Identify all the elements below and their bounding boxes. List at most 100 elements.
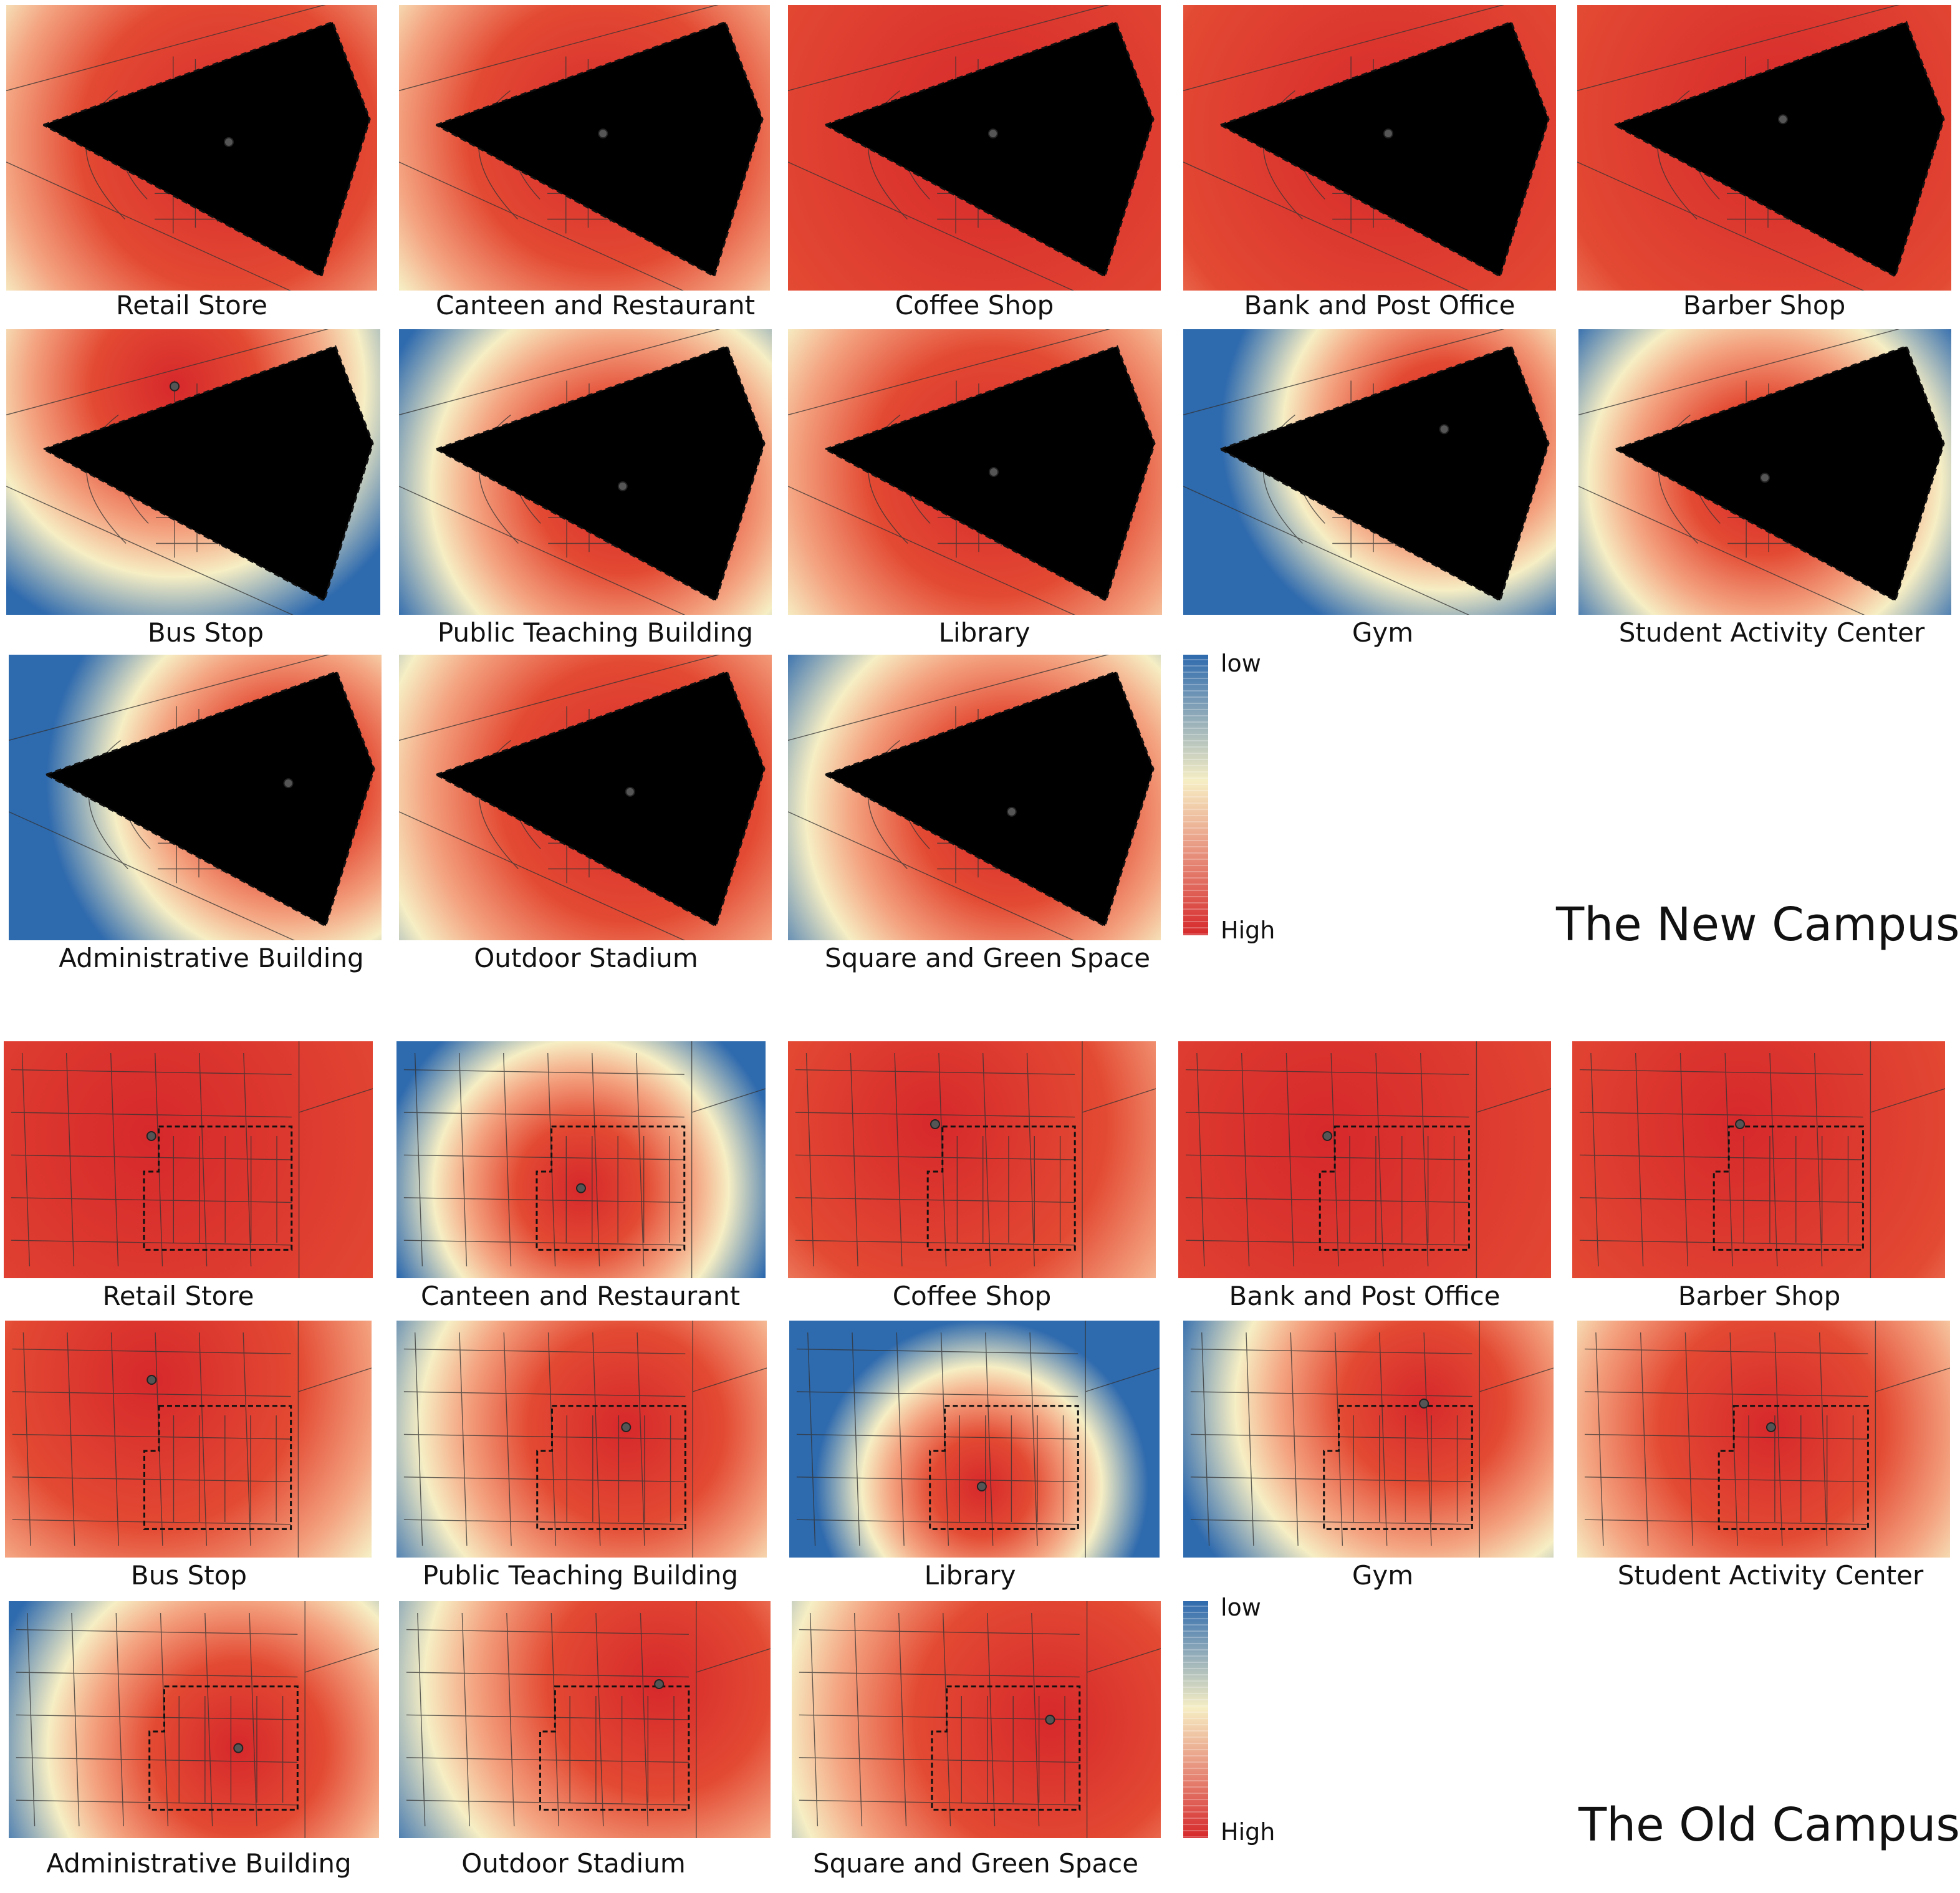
old-map-gym	[1183, 1321, 1554, 1558]
road-network	[16, 1601, 379, 1838]
heat-surface	[396, 1321, 767, 1558]
old-caption-coffee-shop: Coffee Shop	[892, 1281, 1052, 1311]
new-caption-admin: Administrative Building	[59, 943, 364, 973]
old-campus-title: The Old Campus	[1578, 1798, 1960, 1852]
old-map-bank-post	[1178, 1041, 1551, 1278]
campus-boundary	[1319, 1125, 1470, 1251]
old-caption-bus-stop: Bus Stop	[130, 1560, 247, 1591]
heatmap-svg	[792, 1601, 1161, 1838]
new-caption-square: Square and Green Space	[824, 943, 1151, 973]
old-map-square	[792, 1601, 1161, 1838]
facility-point	[1383, 128, 1393, 139]
heatmap-svg	[1183, 329, 1556, 615]
old-map-coffee-shop	[788, 1041, 1156, 1278]
new-caption-teaching: Public Teaching Building	[437, 617, 754, 648]
new-caption-student-center: Student Activity Center	[1618, 617, 1925, 648]
facility-point	[170, 381, 180, 392]
heatmap-svg	[1178, 1041, 1551, 1278]
heatmap-svg	[396, 1321, 767, 1558]
old-caption-stadium: Outdoor Stadium	[461, 1848, 686, 1879]
campus-boundary	[931, 1685, 1081, 1811]
facility-point	[976, 1481, 987, 1491]
legend-gradient	[1183, 655, 1208, 935]
facility-point	[1778, 114, 1788, 125]
old-legend-low: low	[1221, 1594, 1261, 1621]
old-caption-library: Library	[924, 1560, 1016, 1591]
old-map-library	[789, 1321, 1160, 1558]
heatmap-svg	[399, 655, 772, 940]
campus-boundary	[1220, 21, 1550, 278]
campus-boundary	[436, 670, 766, 928]
road-network	[795, 1041, 1156, 1278]
heat-surface	[788, 1041, 1156, 1278]
old-caption-barber: Barber Shop	[1678, 1281, 1841, 1311]
new-legend-colorbar	[1183, 655, 1208, 935]
new-map-teaching	[399, 329, 772, 615]
facility-point	[576, 1183, 586, 1193]
old-map-student-center	[1577, 1321, 1950, 1558]
old-legend-high: High	[1221, 1818, 1275, 1846]
facility-point	[1006, 806, 1017, 817]
road-network	[12, 1321, 372, 1558]
campus-boundary	[1220, 345, 1550, 602]
old-caption-canteen: Canteen and Restaurant	[420, 1281, 741, 1311]
road-network	[799, 1601, 1161, 1838]
campus-boundary	[143, 1405, 292, 1530]
facility-point	[930, 1119, 940, 1129]
heatmap-svg	[1578, 329, 1951, 615]
facility-point	[1735, 1119, 1746, 1129]
heatmap-svg	[9, 1601, 379, 1838]
old-map-bus-stop	[5, 1321, 372, 1558]
heatmap-svg	[1577, 5, 1951, 291]
campus-boundary	[435, 21, 764, 278]
facility-point	[987, 128, 998, 139]
old-caption-square: Square and Green Space	[812, 1848, 1139, 1879]
facility-point	[621, 1422, 632, 1432]
heatmap-svg	[1183, 5, 1556, 291]
road-network	[403, 1321, 767, 1558]
heatmap-svg	[5, 1321, 372, 1558]
campus-boundary	[929, 1405, 1079, 1530]
campus-boundary	[148, 1685, 299, 1811]
new-caption-bus-stop: Bus Stop	[147, 617, 264, 648]
road-network	[403, 1041, 766, 1278]
heat-surface	[792, 1601, 1161, 1838]
heatmap-svg	[399, 5, 770, 291]
heat-surface	[1178, 1041, 1551, 1278]
facility-point	[1419, 1399, 1429, 1409]
road-network	[796, 1321, 1160, 1558]
facility-point	[1045, 1715, 1055, 1725]
facility-point	[224, 137, 234, 147]
new-map-gym	[1183, 329, 1556, 615]
old-map-barber	[1572, 1041, 1945, 1278]
new-map-canteen	[399, 5, 770, 291]
campus-boundary	[436, 345, 766, 602]
new-map-coffee-shop	[788, 5, 1161, 291]
facility-point	[989, 467, 999, 477]
road-network	[406, 1601, 771, 1838]
road-network	[11, 1041, 373, 1278]
heat-surface	[399, 1601, 771, 1838]
heatmap-svg	[788, 5, 1161, 291]
old-map-canteen	[396, 1041, 766, 1278]
campus-boundary	[539, 1685, 690, 1811]
old-caption-retail-store: Retail Store	[102, 1281, 254, 1311]
new-map-library	[788, 329, 1162, 615]
new-map-admin	[9, 655, 382, 940]
old-caption-bank-post: Bank and Post Office	[1229, 1281, 1501, 1311]
campus-boundary	[1615, 345, 1945, 602]
new-campus-title: The New Campus	[1556, 898, 1960, 951]
campus-boundary	[825, 670, 1155, 928]
heatmap-svg	[399, 329, 772, 615]
facility-point	[598, 128, 608, 139]
old-map-stadium	[399, 1601, 771, 1838]
campus-boundary	[536, 1405, 686, 1530]
new-caption-retail-store: Retail Store	[115, 290, 268, 320]
road-network	[1584, 1321, 1950, 1558]
campus-boundary	[1717, 1405, 1869, 1530]
legend-gradient	[1183, 1601, 1208, 1838]
new-caption-bank-post: Bank and Post Office	[1244, 290, 1516, 320]
facility-point	[625, 786, 635, 797]
road-network	[1190, 1321, 1554, 1558]
facility-point	[1760, 473, 1770, 483]
